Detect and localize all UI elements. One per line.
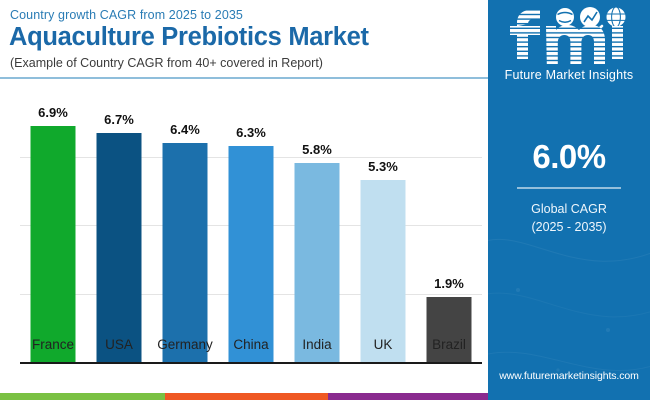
bar-value-label: 6.9%	[38, 104, 68, 120]
bar-value-label: 5.8%	[302, 142, 332, 158]
strip-segment-green	[0, 393, 165, 400]
x-axis-category-label: China	[233, 337, 269, 352]
global-cagr-label: Global CAGR	[531, 202, 607, 216]
strip-segment-purple	[328, 393, 488, 400]
bar[interactable]	[162, 142, 208, 362]
bar[interactable]	[426, 296, 472, 362]
bottom-color-strip	[0, 393, 488, 400]
bar-value-label: 5.3%	[368, 159, 398, 175]
bar-value-label: 1.9%	[434, 275, 464, 291]
bar-group[interactable]: 6.4% Germany	[152, 118, 218, 362]
x-axis-category-label: France	[31, 337, 75, 352]
x-axis-category-label: UK	[373, 337, 393, 352]
cagr-divider	[517, 187, 621, 189]
x-axis-category-label: USA	[105, 337, 133, 352]
x-axis-category-label: Germany	[157, 337, 213, 352]
global-cagr-value: 6.0%	[532, 138, 606, 175]
bar[interactable]	[294, 163, 340, 362]
header-divider	[0, 77, 488, 79]
global-cagr-block: 6.0% Global CAGR (2025 - 2035)	[488, 140, 650, 236]
global-cagr-period: (2025 - 2035)	[531, 220, 607, 235]
bar[interactable]	[30, 125, 76, 362]
logo-wordmark: Future Market Insights	[504, 68, 634, 82]
logo-top-icons	[555, 6, 627, 35]
chart-region: Country growth CAGR from 2025 to 2035 Aq…	[0, 0, 488, 400]
x-axis-category-label: Brazil	[432, 337, 466, 352]
website-url: www.futuremarketinsights.com	[499, 370, 639, 382]
bar-group[interactable]: 6.3% China	[218, 118, 284, 362]
chart-header: Country growth CAGR from 2025 to 2035 Aq…	[0, 0, 488, 79]
subtitle-text: (Example of Country CAGR from 40+ covere…	[10, 56, 323, 70]
x-axis-line	[20, 362, 482, 364]
panel-texture	[488, 238, 650, 372]
bar-chart-plot: 6.9% France 6.7% USA 6.4% Germany 6.3% China 5.8…	[0, 80, 488, 400]
eyebrow-text: Country growth CAGR from 2025 to 2035	[10, 8, 243, 22]
bar[interactable]	[228, 146, 274, 362]
bar-group[interactable]: 6.9% France	[20, 105, 86, 362]
fmi-logo-icon	[510, 6, 627, 64]
bar-group[interactable]: 5.8% India	[284, 118, 350, 362]
bar-group[interactable]: 1.9% Brazil	[416, 118, 482, 362]
bar-value-label: 6.4%	[170, 121, 200, 137]
brand-panel: Future Market Insights 6.0% Global CAGR …	[488, 0, 650, 400]
bar-group[interactable]: 6.7% USA	[86, 112, 152, 362]
x-axis-category-label: India	[302, 337, 332, 352]
bar-value-label: 6.3%	[236, 125, 266, 141]
bar-group[interactable]: 5.3% UK	[350, 118, 416, 362]
bar[interactable]	[360, 180, 406, 362]
bar[interactable]	[96, 132, 142, 362]
bar-value-label: 6.7%	[104, 111, 134, 127]
fmi-logo-block: Future Market Insights	[488, 6, 650, 82]
strip-segment-orange	[165, 393, 328, 400]
page-title: Aquaculture Prebiotics Market	[9, 23, 369, 51]
